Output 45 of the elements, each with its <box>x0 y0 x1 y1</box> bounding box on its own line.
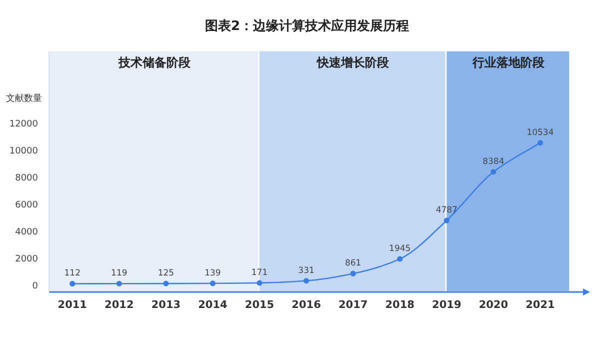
x-tick-label: 2018 <box>385 299 414 311</box>
data-label: 119 <box>111 268 128 279</box>
x-tick-label: 2016 <box>292 299 321 311</box>
band-label: 行业落地阶段 <box>472 55 546 70</box>
x-tick-label: 2015 <box>244 299 274 311</box>
chart-title: 图表2：边缘计算技术应用发展历程 <box>204 18 410 34</box>
x-tick-label: 2013 <box>151 299 181 311</box>
point <box>116 280 122 286</box>
data-label: 1945 <box>389 244 411 254</box>
y-tick-label: 2000 <box>15 254 38 265</box>
y-tick-label: 10000 <box>9 146 38 157</box>
y-tick-label: 8000 <box>15 174 38 184</box>
x-tick-label: 2014 <box>198 299 228 311</box>
y-axis-title: 文献数量 <box>6 93 42 104</box>
x-tick-label: 2021 <box>526 299 555 311</box>
point <box>350 270 356 276</box>
point <box>537 140 544 146</box>
data-label: 331 <box>298 266 314 276</box>
x-tick-label: 2017 <box>338 299 368 311</box>
x-tick-label: 2019 <box>432 299 462 311</box>
point <box>256 280 262 286</box>
data-label: 8384 <box>482 156 504 167</box>
point <box>210 280 216 286</box>
data-label: 4787 <box>436 206 458 216</box>
point <box>163 280 169 286</box>
x-tick-label: 2011 <box>58 299 88 311</box>
point <box>397 256 403 262</box>
y-tick-label: 12000 <box>9 119 38 130</box>
y-tick-label: 0 <box>32 282 38 292</box>
x-tick-label: 2012 <box>104 299 134 311</box>
x-tick-label: 2020 <box>478 299 508 311</box>
data-label: 139 <box>204 268 221 278</box>
data-label: 112 <box>64 268 81 279</box>
y-tick-label: 4000 <box>15 228 38 238</box>
point <box>444 218 450 224</box>
point <box>490 169 496 175</box>
data-label: 171 <box>251 268 268 278</box>
band-label: 快速增长阶段 <box>316 55 390 70</box>
point <box>70 280 76 287</box>
data-label: 10534 <box>526 128 554 138</box>
y-tick-label: 6000 <box>15 200 38 211</box>
point <box>304 278 310 284</box>
data-label: 861 <box>344 258 362 269</box>
data-label: 125 <box>158 268 174 279</box>
band-label: 技术储备阶段 <box>117 55 192 70</box>
